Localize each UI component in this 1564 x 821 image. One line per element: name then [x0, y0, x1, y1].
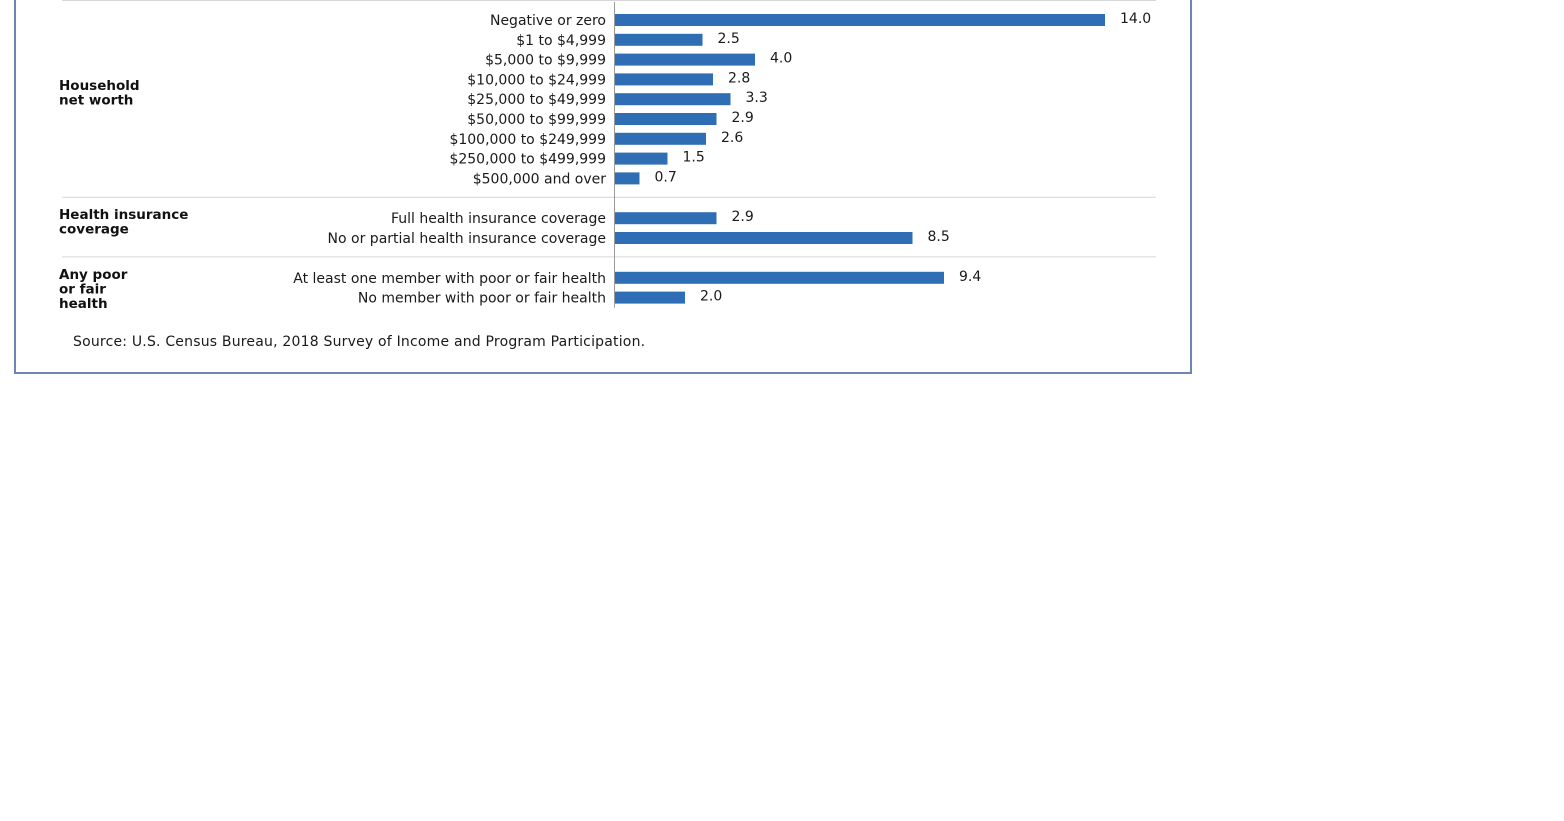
category-label: $1 to $4,999: [516, 33, 606, 49]
bar: [615, 291, 685, 304]
group-label: Household: [59, 78, 140, 94]
value-label: 2.5: [718, 31, 740, 47]
value-label: 3.3: [746, 90, 768, 106]
group-label: or fair: [59, 281, 106, 297]
bar: [615, 93, 731, 106]
bar: [615, 212, 717, 225]
bar: [615, 53, 755, 66]
category-label: No member with poor or fair health: [358, 291, 606, 307]
category-label: No or partial health insurance coverage: [328, 231, 606, 247]
category-label: $250,000 to $499,999: [449, 152, 606, 168]
bar: [615, 33, 703, 46]
category-label: At least one member with poor or fair he…: [293, 271, 606, 287]
group-label: Any poor: [59, 267, 128, 283]
category-label: Negative or zero: [490, 13, 606, 29]
category-label: $500,000 and over: [473, 171, 607, 187]
group-label: Health insurance: [59, 207, 188, 223]
group-label: health: [59, 296, 108, 312]
bar: [615, 271, 944, 284]
value-label: 4.0: [770, 51, 792, 67]
chart-frame: Negative or zero 14.0 $1 to $4,999 2.5 $5,00…: [14, 0, 1192, 374]
value-label: 2.6: [721, 130, 743, 146]
bar: [615, 232, 913, 244]
bar: [615, 132, 706, 145]
value-label: 2.8: [728, 70, 750, 86]
bar-chart: Negative or zero 14.0 $1 to $4,999 2.5 $5,00…: [59, 0, 1156, 312]
group-label: coverage: [59, 222, 129, 238]
value-label: 2.9: [732, 209, 754, 225]
bar: [615, 73, 713, 86]
value-label: 14.0: [1120, 11, 1151, 27]
category-label: $5,000 to $9,999: [485, 53, 606, 69]
value-label: 2.9: [732, 110, 754, 126]
bar: [615, 113, 717, 125]
source-note: Source: U.S. Census Bureau, 2018 Survey …: [73, 334, 646, 350]
category-label: $50,000 to $99,999: [467, 112, 606, 128]
category-label: $10,000 to $24,999: [467, 72, 606, 88]
category-label: $25,000 to $49,999: [467, 92, 606, 108]
bar: [615, 152, 668, 165]
bar: [615, 14, 1105, 26]
value-label: 8.5: [928, 229, 950, 245]
bar: [615, 172, 640, 185]
value-label: 9.4: [959, 269, 981, 285]
value-label: 0.7: [655, 169, 677, 185]
value-label: 2.0: [700, 289, 722, 305]
group-label: net worth: [59, 92, 133, 108]
category-label: Full health insurance coverage: [391, 211, 606, 227]
value-label: 1.5: [683, 150, 705, 166]
category-label: $100,000 to $249,999: [449, 132, 606, 148]
